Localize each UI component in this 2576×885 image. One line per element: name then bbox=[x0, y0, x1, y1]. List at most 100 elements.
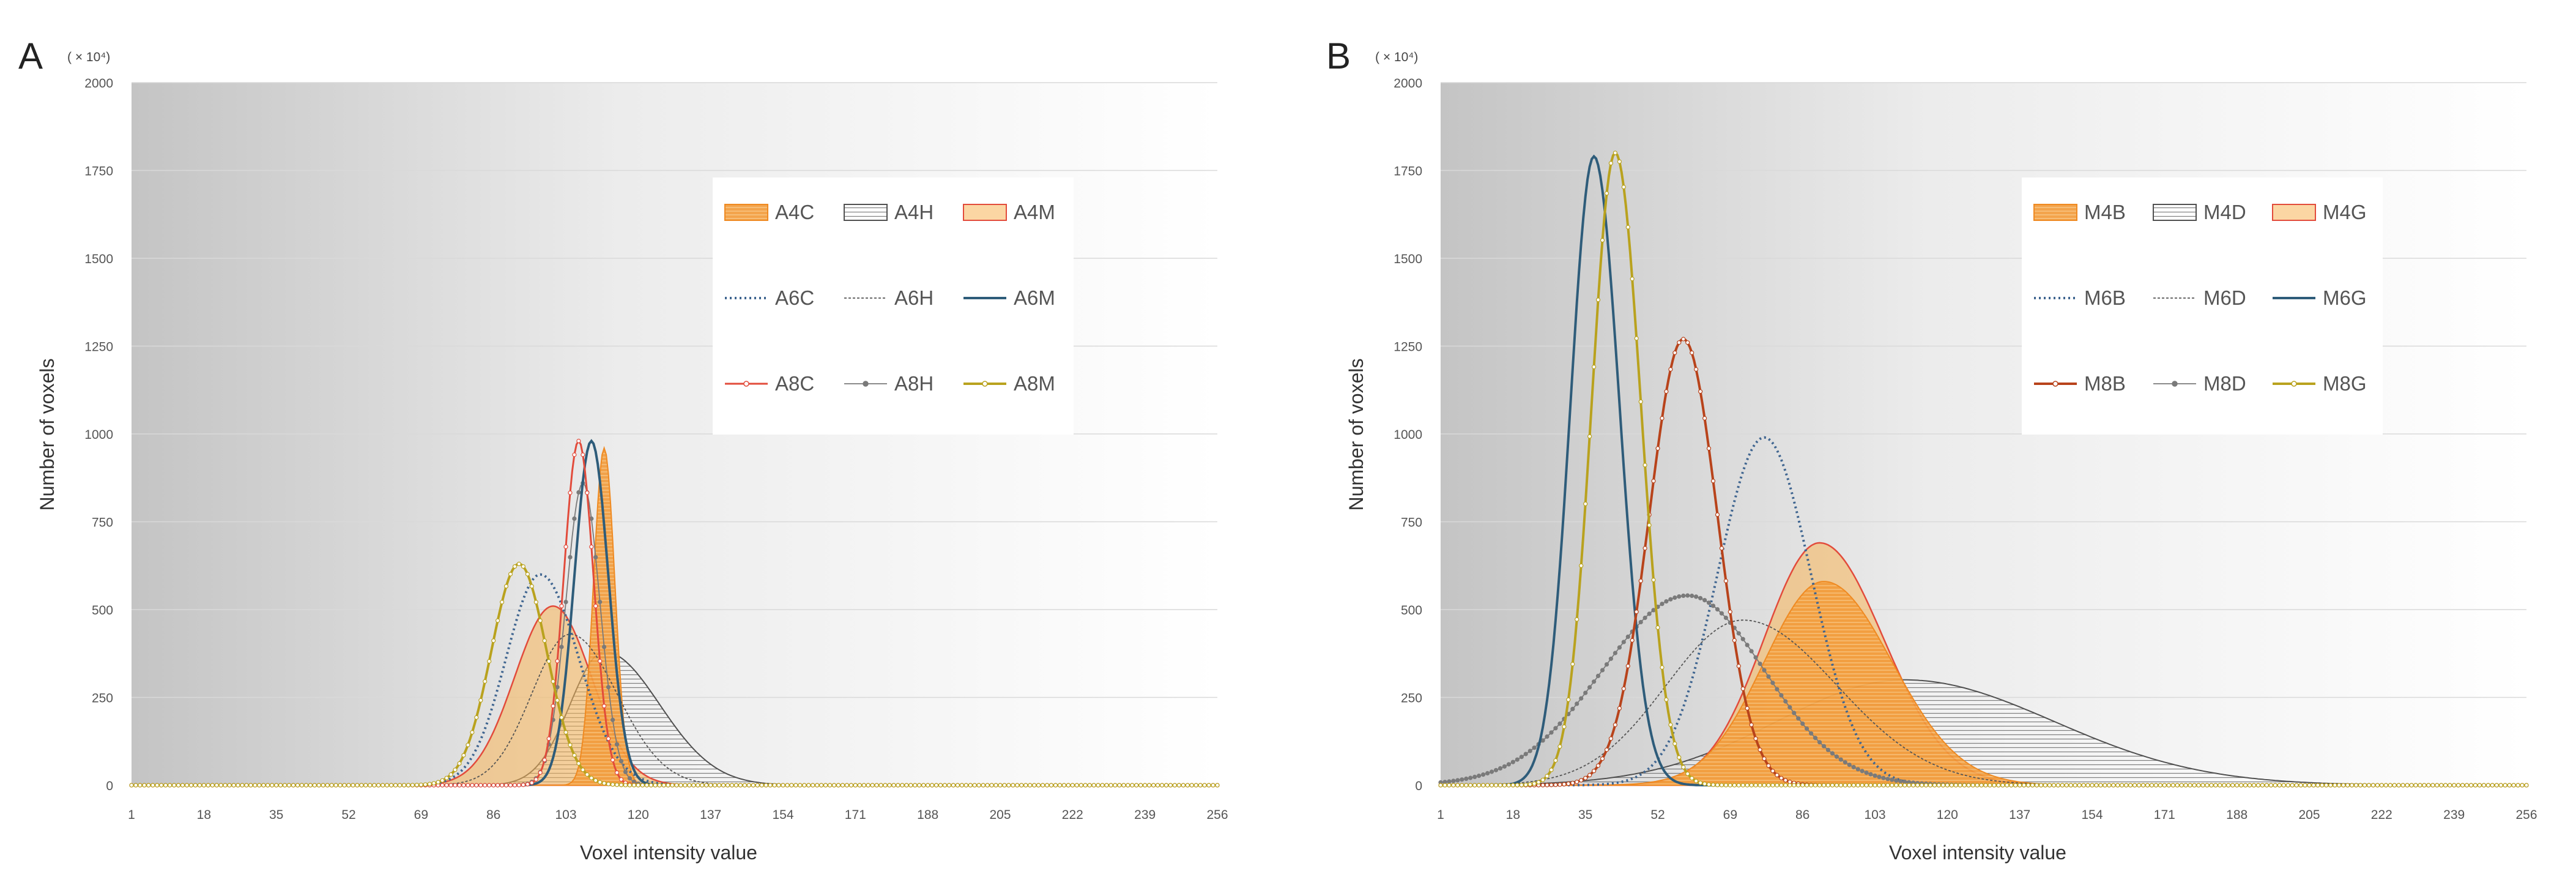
data-point bbox=[2452, 783, 2457, 788]
legend-swatch bbox=[844, 204, 888, 221]
data-point bbox=[2294, 783, 2299, 788]
data-point bbox=[1570, 662, 1575, 667]
data-point bbox=[2303, 783, 2307, 788]
data-point bbox=[1036, 783, 1041, 788]
data-point bbox=[1540, 777, 1545, 782]
data-point bbox=[2456, 783, 2461, 788]
data-point bbox=[576, 761, 581, 766]
data-point bbox=[380, 783, 385, 788]
legend-label: M6D bbox=[2203, 286, 2246, 309]
legend-swatch bbox=[963, 204, 1007, 221]
data-point bbox=[2000, 783, 2005, 788]
data-point bbox=[601, 781, 607, 786]
data-point bbox=[1728, 783, 1732, 788]
data-point bbox=[1770, 681, 1775, 685]
data-point bbox=[512, 783, 518, 788]
data-point bbox=[1698, 780, 1703, 785]
data-point bbox=[1873, 783, 1877, 788]
data-point bbox=[1996, 783, 2001, 788]
data-point bbox=[2290, 783, 2295, 788]
data-point bbox=[1677, 594, 1682, 599]
data-point bbox=[1677, 340, 1682, 345]
data-point bbox=[870, 783, 875, 788]
data-point bbox=[572, 753, 577, 758]
data-point bbox=[423, 782, 428, 787]
data-point bbox=[457, 783, 462, 788]
data-point bbox=[1143, 783, 1148, 788]
data-point bbox=[1083, 783, 1088, 788]
data-point bbox=[2073, 783, 2077, 788]
legend-label: M6G bbox=[2323, 286, 2367, 309]
data-point bbox=[1885, 783, 1890, 788]
data-point bbox=[568, 490, 573, 495]
data-point bbox=[495, 618, 500, 623]
data-point bbox=[2426, 783, 2431, 788]
panel-b-series-m8g-markers bbox=[1438, 151, 2529, 788]
panel-b-legend-item-m8b: M8B bbox=[2034, 372, 2126, 395]
data-point bbox=[2124, 783, 2129, 788]
data-point bbox=[700, 783, 705, 788]
data-point bbox=[648, 783, 653, 788]
data-point bbox=[2013, 783, 2018, 788]
data-point bbox=[1583, 690, 1588, 695]
panel-b-x-tick-label: 86 bbox=[1795, 808, 1810, 822]
panel-a-y-tick-label: 1500 bbox=[84, 252, 113, 266]
data-point bbox=[896, 783, 900, 788]
data-point bbox=[470, 730, 475, 735]
panel-b-y-tick-label: 250 bbox=[1401, 692, 1422, 706]
data-point bbox=[1915, 783, 1920, 788]
panel-a-legend-item-a8c: A8C bbox=[725, 372, 814, 395]
data-point bbox=[2350, 783, 2355, 788]
data-point bbox=[1719, 611, 1724, 616]
data-point bbox=[146, 783, 151, 788]
data-point bbox=[1685, 593, 1690, 598]
data-point bbox=[2009, 783, 2014, 788]
data-point bbox=[1096, 783, 1101, 788]
data-point bbox=[210, 783, 215, 788]
data-point bbox=[866, 783, 870, 788]
data-point bbox=[491, 638, 496, 643]
panel-b-y-tick-label: 2000 bbox=[1394, 77, 1422, 91]
data-point bbox=[333, 783, 338, 788]
panel-a-y-axis-title: Number of voxels bbox=[36, 359, 58, 511]
data-point bbox=[1625, 634, 1630, 640]
panel-b-x-axis-title: Voxel intensity value bbox=[1889, 842, 2066, 864]
data-point bbox=[768, 783, 773, 788]
data-point bbox=[1595, 763, 1601, 768]
data-point bbox=[2243, 783, 2248, 788]
data-point bbox=[218, 783, 223, 788]
data-point bbox=[2137, 783, 2142, 788]
panel-a-x-tick-label: 35 bbox=[269, 808, 283, 822]
panel-a-x-tick-label: 222 bbox=[1062, 808, 1083, 822]
data-point bbox=[372, 783, 377, 788]
legend-label: M8D bbox=[2203, 372, 2246, 395]
data-point bbox=[1736, 631, 1741, 636]
data-point bbox=[533, 600, 538, 605]
data-point bbox=[2247, 783, 2252, 788]
data-point bbox=[742, 783, 748, 788]
data-point bbox=[308, 783, 313, 788]
panel-a-series bbox=[129, 438, 1220, 788]
data-point bbox=[2175, 783, 2180, 788]
data-point bbox=[346, 783, 351, 788]
data-point bbox=[606, 685, 611, 690]
data-point bbox=[981, 783, 985, 788]
data-point bbox=[2218, 783, 2222, 788]
data-point bbox=[2115, 783, 2120, 788]
data-point bbox=[2481, 783, 2486, 788]
data-point bbox=[1515, 783, 1520, 788]
data-point bbox=[972, 783, 977, 788]
data-point bbox=[2158, 783, 2162, 788]
data-point bbox=[1898, 783, 1903, 788]
data-point bbox=[1672, 741, 1677, 746]
data-point bbox=[631, 783, 637, 788]
data-point bbox=[1668, 367, 1673, 372]
data-point bbox=[466, 742, 470, 747]
data-point bbox=[1608, 161, 1613, 166]
data-point bbox=[1758, 783, 1762, 788]
data-point bbox=[1877, 774, 1882, 780]
data-point bbox=[1155, 783, 1160, 788]
data-point bbox=[1028, 783, 1033, 788]
data-point bbox=[2354, 783, 2359, 788]
data-point bbox=[1651, 479, 1656, 484]
